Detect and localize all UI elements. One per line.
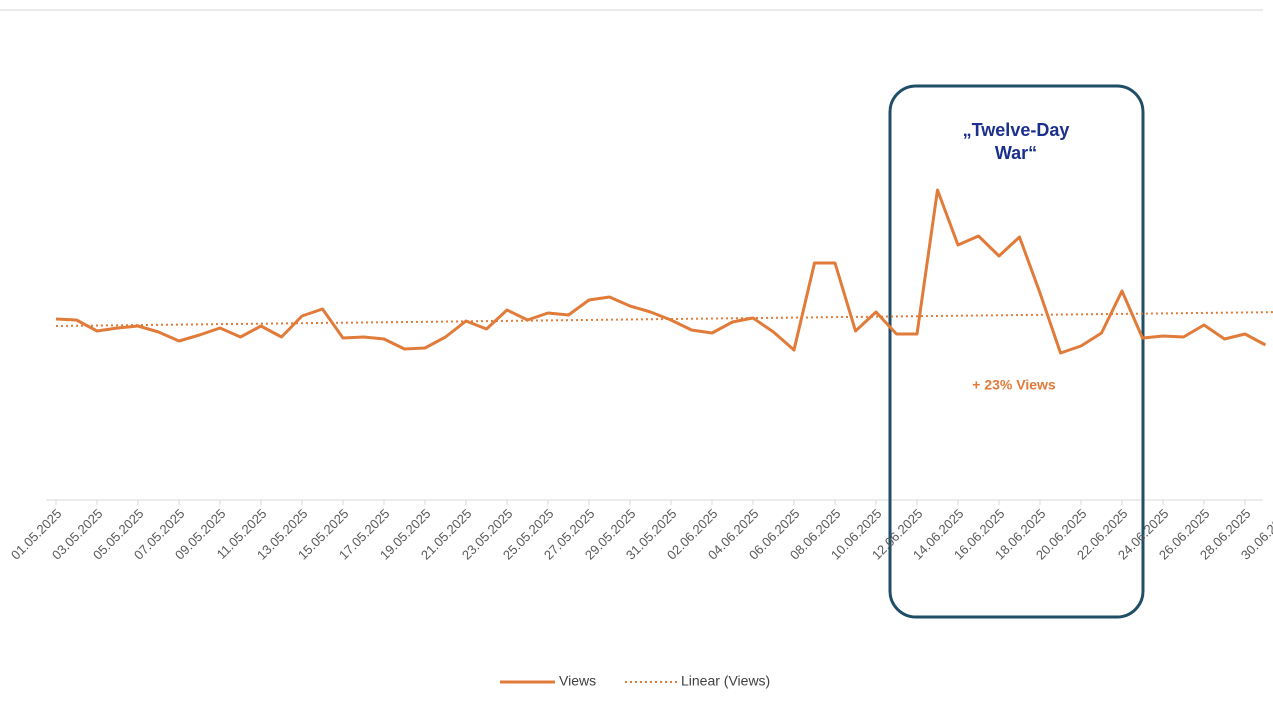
annotation-title: „Twelve-Day — [963, 120, 1070, 140]
highlight-box — [888, 84, 1145, 619]
annotation-title: War“ — [995, 143, 1037, 163]
line-series — [55, 188, 1267, 355]
legend-label: Linear (Views) — [681, 673, 770, 689]
legend-label: Views — [559, 673, 596, 689]
annotation-note: + 23% Views — [972, 377, 1056, 393]
